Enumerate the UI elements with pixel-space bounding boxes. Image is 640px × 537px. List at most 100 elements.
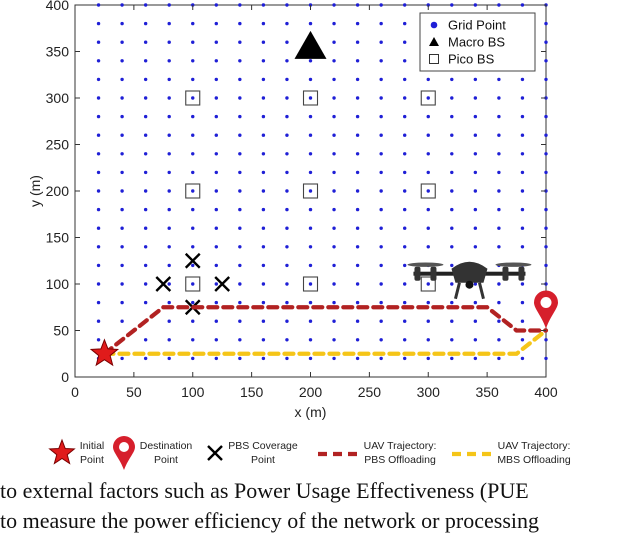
legend-grid-point-icon — [430, 21, 438, 29]
grid-point — [120, 40, 124, 44]
destination-pin-hole — [540, 297, 552, 308]
grid-point — [426, 170, 430, 175]
grid-point — [214, 77, 218, 82]
grid-point — [238, 319, 242, 323]
grid-point — [450, 319, 454, 323]
grid-point — [497, 338, 501, 342]
grid-point — [120, 77, 124, 82]
grid-point — [403, 319, 407, 323]
grid-point — [308, 245, 313, 249]
grid-point — [261, 59, 266, 63]
grid-point — [238, 226, 242, 230]
grid-point — [308, 21, 313, 26]
grid-point — [379, 3, 383, 7]
grid-point — [473, 319, 478, 323]
grid-point — [96, 96, 101, 100]
grid-point — [167, 3, 171, 7]
x-tick-label: 300 — [417, 384, 441, 400]
grid-point — [96, 282, 101, 286]
y-tick-label: 150 — [46, 230, 70, 246]
grid-point — [332, 282, 336, 286]
grid-point — [308, 170, 313, 175]
grid-point — [497, 77, 501, 82]
grid-point — [450, 226, 454, 230]
grid-point — [167, 300, 171, 305]
drone-propeller — [407, 262, 444, 267]
grid-point — [214, 3, 218, 7]
grid-point — [544, 338, 548, 342]
grid-point — [403, 77, 407, 82]
grid-point — [238, 338, 242, 342]
grid-point — [497, 3, 501, 7]
pico-bs-marker — [302, 90, 319, 106]
grid-point — [261, 189, 266, 193]
grid-point — [191, 21, 195, 26]
grid-point — [120, 282, 124, 286]
grid-point — [167, 170, 171, 175]
grid-point — [285, 152, 289, 156]
grid-point — [544, 152, 548, 156]
drone-motor — [414, 266, 421, 281]
grid-point — [520, 300, 525, 305]
grid-point — [191, 263, 195, 268]
grid-point — [426, 300, 430, 305]
grid-point — [473, 338, 478, 342]
key-map-pin-hole — [119, 442, 129, 452]
y-tick-label: 100 — [46, 276, 70, 292]
grid-point — [520, 319, 525, 323]
grid-point — [96, 133, 101, 137]
pico-bs-marker — [185, 90, 201, 106]
grid-point — [167, 152, 171, 156]
key-label-line-1: UAV Trajectory: — [498, 440, 571, 452]
grid-point — [426, 282, 430, 286]
grid-point — [238, 152, 242, 156]
grid-point — [450, 189, 454, 193]
legend-label: Pico BS — [448, 52, 495, 67]
grid-point — [191, 245, 195, 249]
grid-point — [332, 189, 336, 193]
grid-point — [403, 338, 407, 342]
grid-point — [355, 59, 360, 63]
grid-point — [332, 356, 336, 361]
grid-point — [214, 21, 218, 26]
grid-point — [191, 300, 195, 305]
grid-point — [520, 356, 525, 361]
grid-point — [191, 152, 195, 156]
grid-point — [473, 77, 478, 82]
grid-point — [473, 207, 478, 212]
grid-point — [544, 356, 548, 361]
pico-bs-marker — [420, 276, 436, 292]
grid-point — [355, 356, 360, 361]
grid-point — [96, 152, 101, 156]
grid-point — [285, 96, 289, 100]
grid-point — [143, 21, 148, 26]
grid-point — [261, 152, 266, 156]
grid-point — [379, 59, 383, 63]
grid-point — [497, 300, 501, 305]
grid-point — [426, 133, 430, 137]
grid-point — [544, 114, 548, 119]
grid-point — [261, 356, 266, 361]
grid-point — [96, 319, 101, 323]
grid-point — [332, 59, 336, 63]
grid-point — [261, 263, 266, 268]
grid-point — [308, 300, 313, 305]
grid-point — [120, 356, 124, 361]
grid-point — [238, 300, 242, 305]
grid-point — [96, 338, 101, 342]
grid-point — [450, 3, 454, 7]
grid-point — [120, 300, 124, 305]
grid-point — [167, 96, 171, 100]
grid-point — [426, 96, 430, 100]
grid-point — [143, 96, 148, 100]
grid-point — [214, 245, 218, 249]
grid-point — [143, 356, 148, 361]
grid-point — [214, 96, 218, 100]
grid-point — [520, 96, 525, 100]
grid-point — [332, 133, 336, 137]
grid-point — [426, 207, 430, 212]
grid-point — [450, 170, 454, 175]
grid-point — [497, 356, 501, 361]
grid-point — [403, 207, 407, 212]
grid-point — [520, 133, 525, 137]
